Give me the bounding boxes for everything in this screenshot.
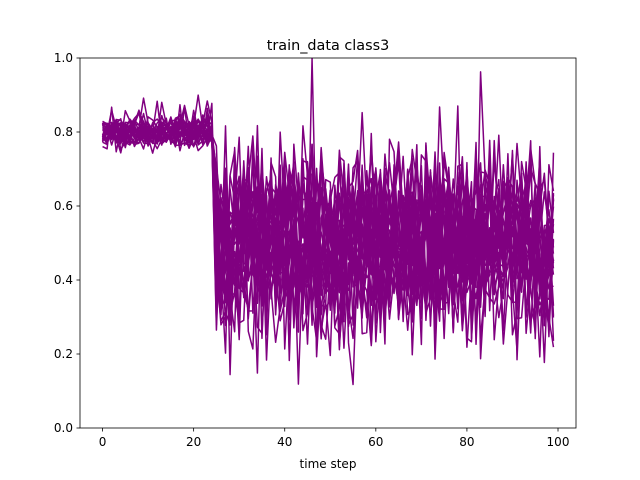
x-tick-label: 100 xyxy=(547,435,570,449)
x-tick-label: 0 xyxy=(99,435,107,449)
series-line xyxy=(102,106,555,351)
series-lines xyxy=(101,58,555,386)
x-tick-label: 80 xyxy=(459,435,474,449)
axis-ticks: 0 20 40 60 80 100 0.0 0.2 0.4 0.6 0.8 1.0 xyxy=(54,51,570,449)
y-tick-label: 0.4 xyxy=(54,273,73,287)
x-tick-label: 40 xyxy=(277,435,292,449)
series-line xyxy=(101,118,555,340)
x-tick-label: 60 xyxy=(368,435,383,449)
axes-frame xyxy=(79,57,577,429)
y-tick-label: 1.0 xyxy=(54,51,73,65)
y-tick-label: 0.2 xyxy=(54,347,73,361)
x-axis-label: time step xyxy=(300,457,357,471)
chart-title: train_data class3 xyxy=(267,38,390,54)
series-line xyxy=(102,112,555,358)
x-tick-label: 20 xyxy=(186,435,201,449)
series-line xyxy=(101,109,554,350)
y-tick-label: 0.0 xyxy=(54,421,73,435)
y-tick-label: 0.6 xyxy=(54,199,73,213)
y-tick-label: 0.8 xyxy=(54,125,73,139)
